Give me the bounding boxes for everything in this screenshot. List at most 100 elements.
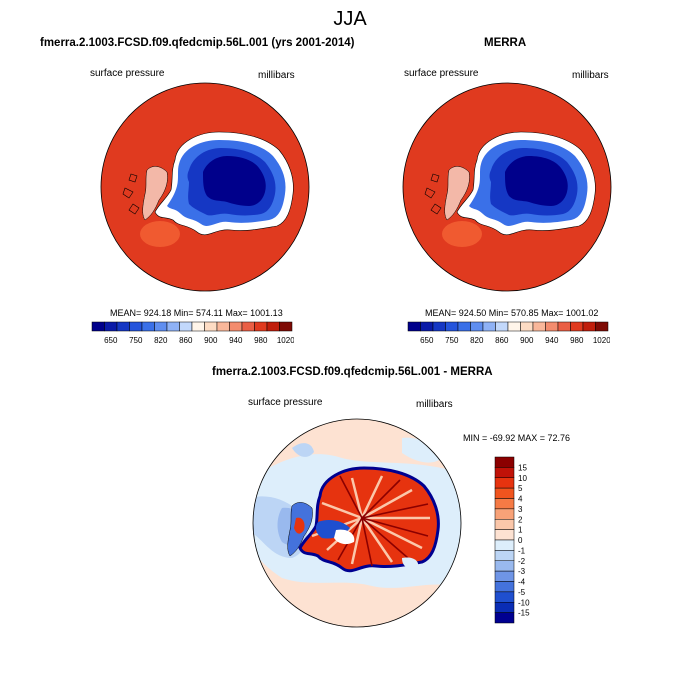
- colorbar-box: [279, 321, 293, 332]
- colorbar-label: -5: [518, 588, 526, 597]
- panel2-colorbar: 650 750 820 860 900 940 980 1020: [407, 321, 610, 345]
- colorbar-label: 3: [518, 505, 523, 514]
- antarctica-pressure: [424, 131, 596, 236]
- colorbar-label: 940: [229, 336, 243, 345]
- colorbar-box: [457, 321, 471, 332]
- panel2-title: MERRA: [484, 37, 527, 49]
- colorbar-box: [494, 602, 515, 613]
- colorbar-box: [141, 321, 155, 332]
- panel1-polar-map: [100, 82, 310, 292]
- panel1-title: fmerra.2.1003.FCSD.f09.qfedcmip.56L.001 …: [40, 37, 355, 49]
- colorbar-box: [482, 321, 496, 332]
- colorbar-label: 900: [520, 336, 534, 345]
- colorbar-box: [494, 477, 515, 489]
- colorbar-label: 5: [518, 484, 523, 493]
- colorbar-label: 650: [420, 336, 434, 345]
- colorbar-box: [204, 321, 218, 332]
- panel2-polar-map: [402, 82, 612, 292]
- colorbar-box: [520, 321, 534, 332]
- colorbar-box: [241, 321, 255, 332]
- colorbar-box: [494, 467, 515, 478]
- colorbar-box: [557, 321, 571, 332]
- colorbar-label: 980: [254, 336, 268, 345]
- colorbar-box: [129, 321, 143, 332]
- figure-title: JJA: [333, 8, 367, 30]
- colorbar-box: [91, 321, 105, 332]
- colorbar-label: -1: [518, 546, 526, 555]
- colorbar-box: [494, 498, 515, 510]
- colorbar-box: [494, 570, 515, 582]
- antarctica-difference: [287, 466, 440, 573]
- panel3-title: fmerra.2.1003.FCSD.f09.qfedcmip.56L.001 …: [212, 366, 493, 378]
- colorbar-box: [494, 529, 515, 541]
- panel1-variable-label: surface pressure: [90, 68, 165, 79]
- colorbar-box: [104, 321, 118, 332]
- colorbar-label: 1: [518, 526, 523, 535]
- colorbar-box: [545, 321, 559, 332]
- colorbar-box: [494, 519, 515, 530]
- pressure-anomaly-patch: [442, 221, 482, 247]
- colorbar-label: 820: [154, 336, 168, 345]
- panel2-stats: MEAN= 924.50 Min= 570.85 Max= 1001.02: [425, 308, 599, 318]
- colorbar-label: -10: [518, 598, 530, 607]
- colorbar-box: [570, 321, 584, 332]
- colorbar-box: [266, 321, 280, 332]
- colorbar-label: -4: [518, 578, 526, 587]
- colorbar-box: [229, 321, 243, 332]
- colorbar-box: [595, 321, 609, 332]
- colorbar-box: [407, 321, 421, 332]
- colorbar-box: [216, 321, 230, 332]
- colorbar-box: [116, 321, 130, 332]
- colorbar-box: [154, 321, 168, 332]
- panel2-units-label: millibars: [572, 70, 609, 81]
- colorbar-label: 4: [518, 495, 523, 504]
- colorbar-box: [582, 321, 596, 332]
- colorbar-box: [445, 321, 459, 332]
- colorbar-box: [494, 591, 515, 603]
- colorbar-label: 900: [204, 336, 218, 345]
- panel2-variable-label: surface pressure: [404, 68, 479, 79]
- pressure-anomaly-patch: [140, 221, 180, 247]
- colorbar-label: 1020: [593, 336, 610, 345]
- panel1-stats: MEAN= 924.18 Min= 574.11 Max= 1001.13: [110, 308, 283, 318]
- colorbar-label: 10: [518, 474, 527, 483]
- colorbar-box: [179, 321, 193, 332]
- colorbar-label: 1020: [277, 336, 294, 345]
- colorbar-box: [494, 560, 515, 572]
- colorbar-label: -2: [518, 557, 526, 566]
- colorbar-box: [166, 321, 180, 332]
- colorbar-box: [532, 321, 546, 332]
- panel3-variable-label: surface pressure: [248, 397, 323, 408]
- colorbar-box: [494, 508, 515, 520]
- colorbar-box: [494, 456, 515, 468]
- colorbar-label: 940: [545, 336, 559, 345]
- colorbar-label: -3: [518, 567, 526, 576]
- panel3-units-label: millibars: [416, 399, 453, 410]
- panel3-stats: MIN = -69.92 MAX = 72.76: [463, 433, 571, 443]
- colorbar-box: [494, 581, 515, 593]
- colorbar-box: [254, 321, 268, 332]
- colorbar-label: 750: [445, 336, 459, 345]
- colorbar-label: -15: [518, 609, 530, 618]
- colorbar-label: 15: [518, 463, 527, 472]
- panel1-colorbar: 650 750 820 860 900 940 980 1020: [91, 321, 294, 345]
- colorbar-box: [191, 321, 205, 332]
- colorbar-label: 820: [470, 336, 484, 345]
- colorbar-box: [420, 321, 434, 332]
- colorbar-label: 0: [518, 536, 523, 545]
- antarctica-pressure: [122, 131, 294, 236]
- colorbar-box: [470, 321, 484, 332]
- colorbar-box: [495, 321, 509, 332]
- colorbar-label: 650: [104, 336, 118, 345]
- colorbar-box: [432, 321, 446, 332]
- colorbar-box: [494, 539, 515, 551]
- colorbar-label: 2: [518, 515, 523, 524]
- colorbar-box: [507, 321, 521, 332]
- panel1-units-label: millibars: [258, 70, 295, 81]
- colorbar-box: [494, 550, 515, 561]
- colorbar-label: 860: [495, 336, 509, 345]
- colorbar-label: 750: [129, 336, 143, 345]
- colorbar-label: 980: [570, 336, 584, 345]
- colorbar-box: [494, 612, 515, 624]
